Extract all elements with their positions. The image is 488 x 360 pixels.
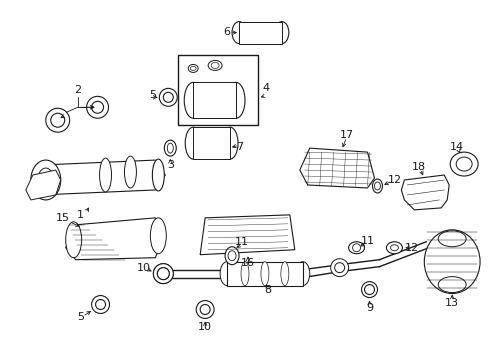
- Text: 17: 17: [339, 130, 353, 140]
- Ellipse shape: [208, 60, 222, 71]
- Ellipse shape: [449, 152, 477, 176]
- Text: 10: 10: [136, 263, 150, 273]
- Text: 6: 6: [223, 27, 230, 37]
- Ellipse shape: [167, 143, 173, 153]
- Ellipse shape: [437, 231, 465, 247]
- Text: 18: 18: [411, 162, 426, 172]
- Ellipse shape: [38, 168, 54, 192]
- Text: 5: 5: [148, 90, 156, 100]
- Ellipse shape: [164, 140, 176, 156]
- Ellipse shape: [51, 113, 64, 127]
- Ellipse shape: [91, 296, 109, 314]
- Polygon shape: [65, 218, 160, 260]
- Text: 11: 11: [360, 236, 374, 246]
- Ellipse shape: [222, 127, 238, 159]
- Polygon shape: [226, 262, 302, 285]
- Text: 11: 11: [235, 237, 248, 247]
- Ellipse shape: [157, 268, 169, 280]
- Ellipse shape: [153, 264, 173, 284]
- Ellipse shape: [374, 182, 380, 190]
- Ellipse shape: [348, 242, 364, 254]
- Text: 12: 12: [405, 243, 419, 253]
- Polygon shape: [193, 127, 229, 159]
- Ellipse shape: [86, 96, 108, 118]
- Ellipse shape: [91, 101, 103, 113]
- Polygon shape: [200, 215, 294, 255]
- Text: 8: 8: [264, 284, 271, 294]
- Polygon shape: [41, 160, 165, 195]
- Text: 15: 15: [56, 213, 70, 223]
- Polygon shape: [401, 175, 448, 210]
- Ellipse shape: [241, 262, 248, 285]
- Ellipse shape: [372, 179, 382, 193]
- Ellipse shape: [232, 22, 245, 44]
- Text: 2: 2: [74, 85, 81, 95]
- Text: 7: 7: [236, 142, 243, 152]
- Ellipse shape: [188, 64, 198, 72]
- Ellipse shape: [184, 82, 202, 118]
- Ellipse shape: [220, 262, 234, 285]
- Polygon shape: [239, 22, 281, 44]
- Text: 14: 14: [449, 142, 463, 152]
- Text: 3: 3: [166, 160, 173, 170]
- Ellipse shape: [386, 242, 402, 254]
- Ellipse shape: [196, 301, 214, 319]
- Ellipse shape: [46, 108, 69, 132]
- Ellipse shape: [152, 159, 164, 191]
- Ellipse shape: [295, 262, 309, 285]
- Ellipse shape: [65, 222, 81, 258]
- Ellipse shape: [389, 245, 398, 251]
- Text: 16: 16: [241, 258, 254, 268]
- Ellipse shape: [274, 22, 288, 44]
- Text: 10: 10: [198, 323, 212, 332]
- Ellipse shape: [153, 264, 173, 284]
- Ellipse shape: [100, 158, 111, 192]
- Ellipse shape: [330, 259, 348, 276]
- Ellipse shape: [190, 67, 196, 71]
- Text: 12: 12: [386, 175, 401, 185]
- Ellipse shape: [352, 244, 360, 252]
- Ellipse shape: [159, 88, 177, 106]
- Bar: [178, 55, 258, 125]
- Ellipse shape: [424, 230, 479, 293]
- Ellipse shape: [124, 156, 136, 188]
- Polygon shape: [193, 82, 236, 118]
- Ellipse shape: [163, 92, 173, 102]
- Ellipse shape: [280, 262, 288, 285]
- Polygon shape: [26, 170, 61, 200]
- Ellipse shape: [95, 300, 105, 310]
- Ellipse shape: [437, 276, 465, 293]
- Text: 5: 5: [77, 312, 84, 323]
- Ellipse shape: [227, 251, 236, 261]
- Ellipse shape: [150, 218, 166, 254]
- Text: 1: 1: [77, 210, 84, 220]
- Ellipse shape: [31, 160, 61, 200]
- Ellipse shape: [261, 262, 268, 285]
- Ellipse shape: [226, 82, 244, 118]
- Text: 13: 13: [444, 297, 458, 307]
- Ellipse shape: [455, 157, 471, 171]
- Ellipse shape: [224, 247, 239, 265]
- Ellipse shape: [200, 305, 210, 315]
- Ellipse shape: [364, 285, 374, 294]
- Text: 4: 4: [262, 84, 269, 93]
- Text: 9: 9: [365, 302, 372, 312]
- Ellipse shape: [185, 127, 201, 159]
- Ellipse shape: [157, 268, 169, 280]
- Ellipse shape: [334, 263, 344, 273]
- Ellipse shape: [211, 62, 219, 68]
- Polygon shape: [299, 148, 374, 188]
- Ellipse shape: [361, 282, 377, 298]
